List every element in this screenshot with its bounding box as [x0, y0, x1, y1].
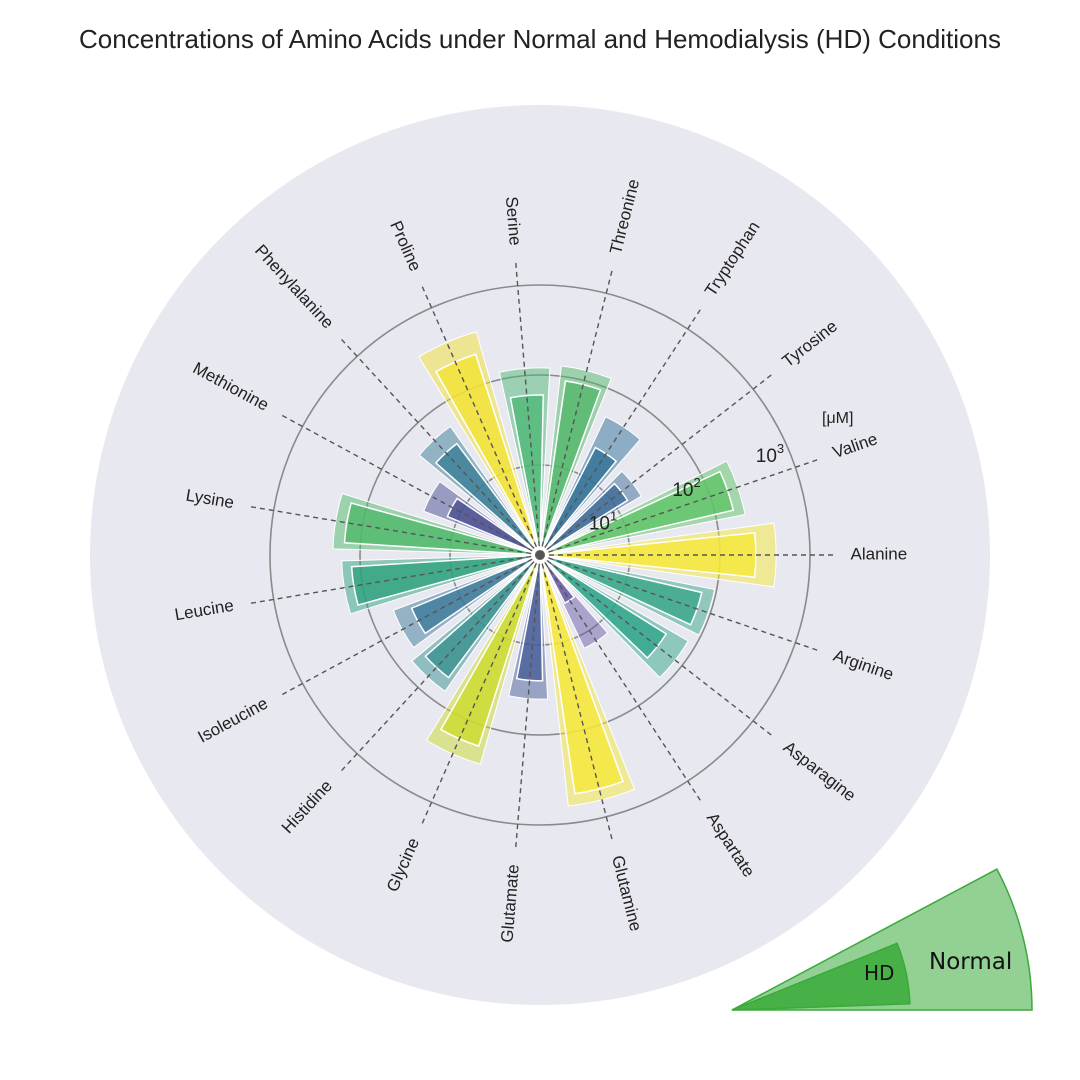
spoke-line [246, 554, 541, 605]
spoke-line [338, 336, 541, 556]
spoke-line [246, 505, 541, 556]
spoke-line [539, 554, 775, 738]
spoke-line [278, 554, 541, 697]
spoke-line [338, 554, 541, 774]
bar-hd-glutamine [539, 554, 624, 795]
unit-label: [μM] [822, 410, 853, 427]
bar-hd-glutamate [515, 554, 544, 682]
r-tick-label: 101 [589, 509, 617, 535]
spoke-line [539, 266, 614, 556]
legend-label-hd: HD [864, 961, 894, 985]
legend: HD Normal [731, 868, 1033, 1011]
r-tick-label: 103 [756, 441, 784, 467]
spoke-line [420, 282, 541, 556]
r-tick-label: 102 [672, 475, 700, 501]
chart-title: Concentrations of Amino Acids under Norm… [79, 24, 1001, 54]
spoke-line [514, 258, 541, 556]
spoke-line [514, 554, 541, 852]
legend-swatch-normal [731, 868, 1033, 1011]
bar-hd-leucine [350, 554, 541, 606]
spoke-line [539, 305, 704, 556]
spoke-line [539, 554, 704, 805]
spoke-line [539, 372, 775, 556]
tick-layer: [μM] 101 102 103 [589, 410, 854, 535]
legend-label-normal: Normal [929, 949, 1012, 975]
spoke-line [278, 413, 541, 556]
category-label: Serine [502, 196, 525, 247]
legend-swatch-hd [731, 942, 911, 1011]
spoke-line [539, 554, 822, 653]
category-label: Alanine [851, 544, 908, 563]
bar-hd-alanine [539, 531, 757, 579]
bar-layer [332, 331, 777, 807]
bar-hd-lysine [343, 502, 541, 556]
bar-hd-serine [509, 394, 545, 556]
spoke-line [539, 457, 822, 556]
spoke-line [420, 554, 541, 828]
spoke-line [539, 554, 614, 844]
